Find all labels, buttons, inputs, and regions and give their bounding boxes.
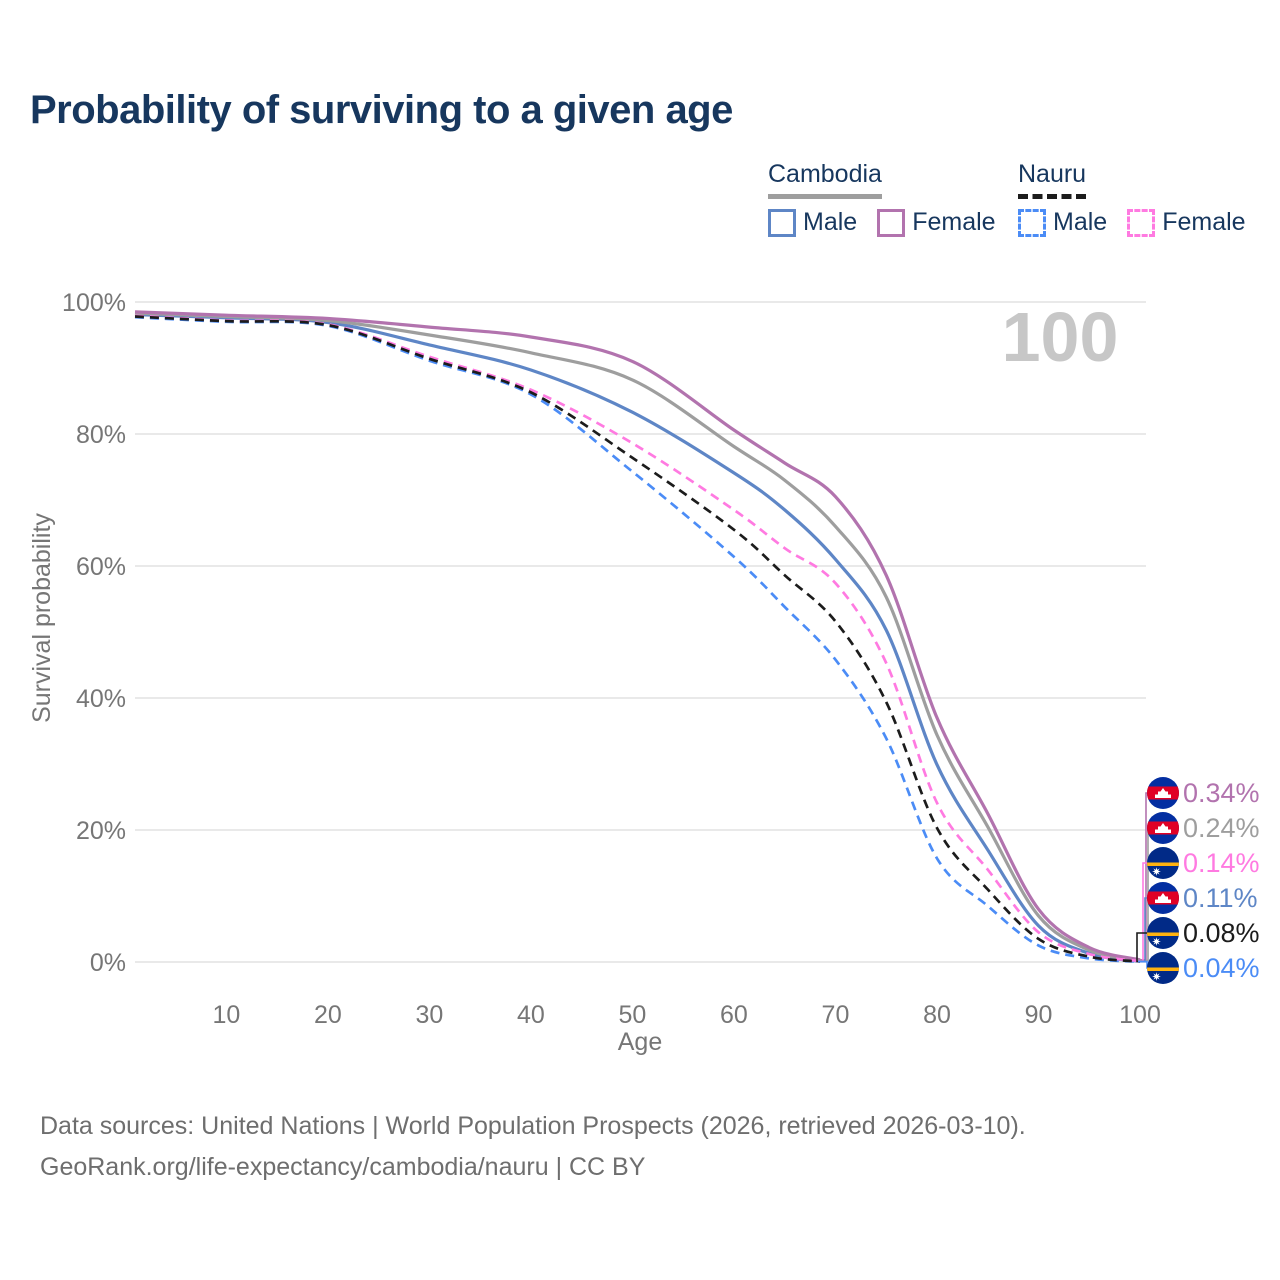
y-axis-label: Survival probability [28,513,56,723]
end-label-nauru-total: 0.08% [1183,918,1260,948]
line-cambodia-female[interactable] [134,310,1141,962]
end-label-nauru-male: 0.04% [1183,953,1260,983]
flag-cambodia-icon [1147,812,1179,844]
data-sources-text: Data sources: United Nations | World Pop… [40,1112,1026,1140]
x-tick-label: 60 [720,1001,748,1029]
legend-item-cambodia-male[interactable]: Male [768,208,857,237]
y-tick-label: 100% [62,289,126,317]
gridlines [135,301,1146,963]
line-cambodia-total[interactable] [134,311,1141,962]
legend-item-label: Male [803,208,858,236]
legend-group-nauru-label: Nauru [1018,160,1087,199]
y-tick-label: 40% [76,685,126,713]
x-tick-label: 10 [212,1001,240,1029]
cambodia-female-swatch-icon [877,208,906,237]
y-tick-label: 60% [76,553,126,581]
legend-item-label: Female [912,208,996,236]
flag-cambodia-icon [1147,882,1179,914]
line-cambodia-male[interactable] [134,312,1141,963]
end-label-cambodia-total: 0.24% [1183,813,1260,843]
flag-cambodia-icon [1147,777,1179,809]
flag-nauru-icon [1147,917,1179,949]
legend-group-cambodia-label: Cambodia [768,160,882,199]
x-axis-label: Age [618,1028,662,1056]
flag-nauru-icon [1147,847,1179,879]
end-labels: 0.34% 0.24% 0.14% 0.11% 0.08% 0.04% [1183,778,1260,983]
x-tick-label: 30 [415,1001,443,1029]
nauru-male-swatch-icon [1018,208,1046,237]
legend-group-nauru: Nauru Male Female [1018,160,1246,237]
legend-group-cambodia: Cambodia Male Female [768,160,996,237]
line-nauru-female[interactable] [134,314,1141,963]
x-tick-label: 40 [517,1001,545,1029]
cambodia-male-swatch-icon [768,208,796,237]
page-title: Probability of surviving to a given age [30,88,733,132]
legend-item-label: Male [1053,208,1108,236]
x-tick-label: 70 [822,1001,850,1029]
legend-item-nauru-female[interactable]: Female [1127,208,1246,237]
line-nauru-total[interactable] [134,315,1141,963]
attribution-text: GeoRank.org/life-expectancy/cambodia/nau… [40,1153,646,1181]
connector-line [1136,932,1148,963]
flag-icons [1147,777,1179,984]
end-label-connectors [1136,792,1149,969]
flag-nauru-icon [1147,952,1179,984]
end-label-cambodia-male: 0.11% [1183,883,1258,913]
legend-item-nauru-male[interactable]: Male [1018,208,1107,237]
age-watermark: 100 [1002,298,1119,376]
y-tick-label: 80% [76,421,126,449]
nauru-female-swatch-icon [1127,208,1156,237]
legend-item-label: Female [1162,208,1246,236]
x-tick-label: 20 [314,1001,342,1029]
y-tick-label: 0% [90,949,126,977]
x-axis-ticks: 10 20 30 40 50 60 70 80 90 100 [212,1001,1160,1029]
legend: Cambodia Male Female Nauru Male [0,160,1280,250]
curves [134,310,1141,964]
x-tick-label: 50 [619,1001,647,1029]
x-tick-label: 80 [923,1001,951,1029]
y-tick-label: 20% [76,817,126,845]
footer: Data sources: United Nations | World Pop… [40,1106,1026,1188]
y-axis-ticks: 0% 20% 40% 60% 80% 100% [62,289,126,977]
end-label-nauru-female: 0.14% [1183,848,1260,878]
legend-item-cambodia-female[interactable]: Female [877,208,996,237]
x-tick-label: 100 [1119,1001,1161,1029]
end-label-cambodia-female: 0.34% [1183,778,1260,808]
x-tick-label: 90 [1025,1001,1053,1029]
